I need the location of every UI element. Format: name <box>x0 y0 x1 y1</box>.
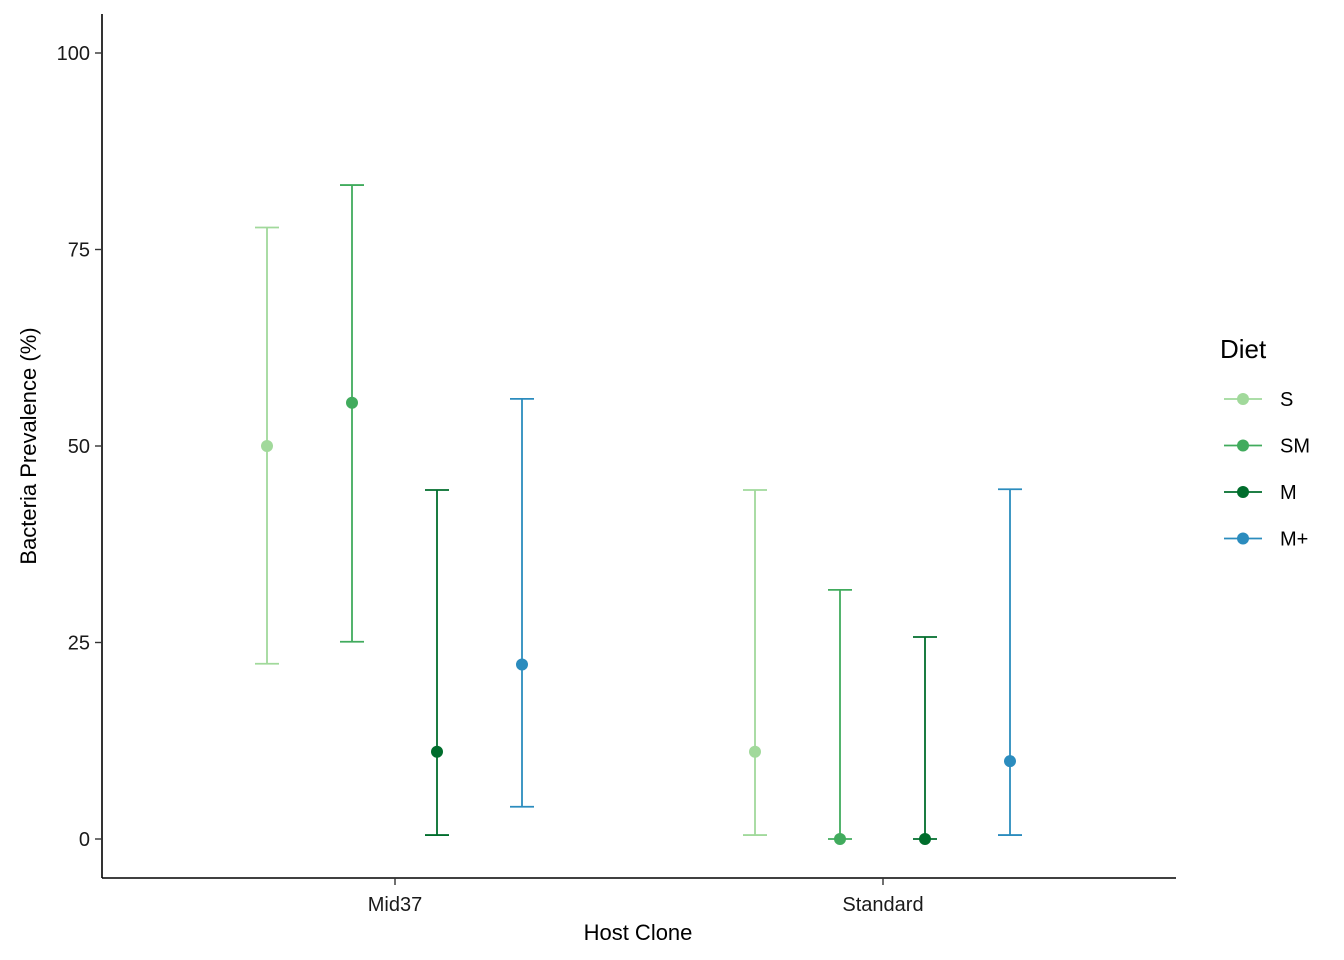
legend-label: M <box>1280 482 1297 504</box>
y-tick-label: 75 <box>68 240 90 262</box>
legend-key-point <box>1237 486 1249 498</box>
legend-label: M+ <box>1280 529 1308 551</box>
series-SM <box>340 184 852 845</box>
data-point <box>834 833 846 845</box>
legend-label: SM <box>1280 436 1310 458</box>
legend-title: Diet <box>1220 334 1267 364</box>
legend-item-M: M <box>1224 482 1297 504</box>
data-point <box>516 658 528 671</box>
y-tick-label: 100 <box>57 43 90 65</box>
legend-label: S <box>1280 389 1293 411</box>
x-axis-title: Host Clone <box>584 920 693 945</box>
x-axis: Mid37 Standard <box>102 877 1176 916</box>
legend-item-SM: SM <box>1224 436 1310 458</box>
y-tick-label: 50 <box>68 436 90 458</box>
data-point <box>261 440 273 452</box>
data-point <box>431 745 443 758</box>
plot-area <box>255 184 1022 845</box>
series-M <box>425 489 937 845</box>
series-M+ <box>510 397 1022 836</box>
legend: Diet S SM M M+ <box>1220 334 1310 551</box>
data-point <box>346 396 358 409</box>
legend-item-S: S <box>1224 389 1293 411</box>
legend-key-point <box>1237 439 1249 452</box>
legend-item-M+: M+ <box>1224 529 1308 551</box>
y-tick-label: 25 <box>68 633 90 655</box>
data-point <box>919 833 931 845</box>
x-tick-label: Standard <box>842 894 923 916</box>
y-axis: 0 25 50 75 100 <box>57 14 103 878</box>
series-S <box>255 226 767 836</box>
legend-key-point <box>1237 393 1249 405</box>
data-point <box>749 745 761 758</box>
y-axis-title: Bacteria Prevalence (%) <box>16 327 41 564</box>
data-point <box>1004 755 1016 768</box>
x-tick-label: Mid37 <box>368 894 422 916</box>
y-tick-label: 0 <box>79 829 90 851</box>
legend-items: S SM M M+ <box>1224 389 1310 551</box>
legend-key-point <box>1237 532 1249 545</box>
